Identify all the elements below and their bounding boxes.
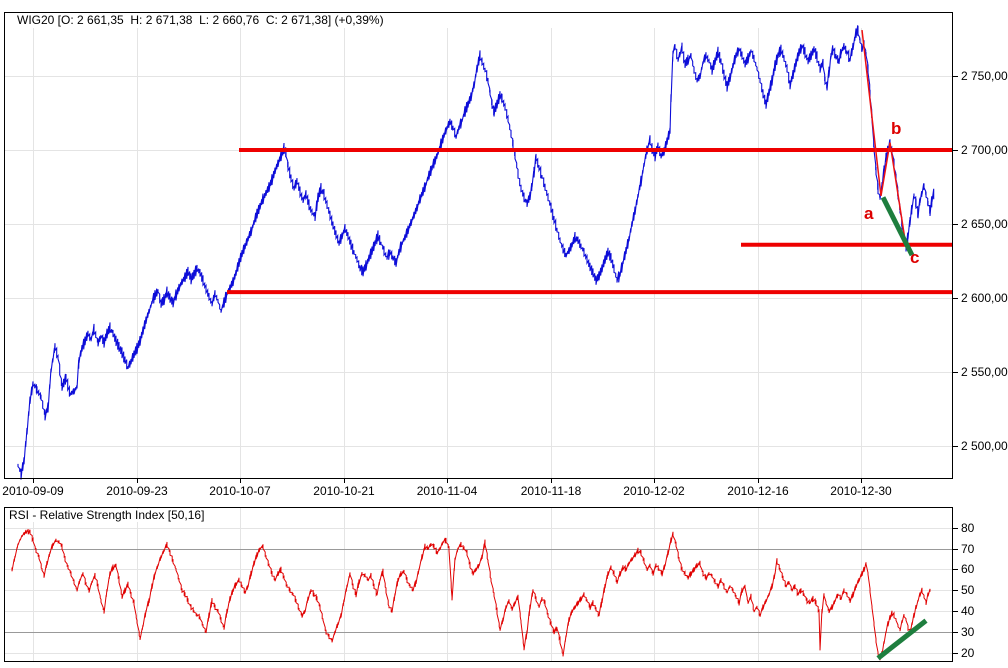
wave-label-c: c	[910, 248, 919, 267]
y-axis-label: 30	[961, 625, 975, 639]
x-axis-label: 2010-12-02	[623, 484, 685, 498]
price-trend-line	[880, 196, 915, 257]
x-axis-label: 2010-09-23	[106, 484, 168, 498]
x-axis-label: 2010-12-30	[830, 484, 892, 498]
y-axis-label: 80	[961, 521, 975, 535]
y-axis-label: 2 500,00	[961, 439, 1008, 453]
y-axis-label: 2 750,00	[961, 69, 1008, 83]
y-axis-label: 50	[961, 583, 975, 597]
rsi-pane-series	[11, 528, 931, 661]
x-axis-label: 2010-11-04	[417, 484, 478, 498]
rsi-trend-line	[876, 618, 928, 661]
abc-correction-zigzag	[861, 30, 907, 247]
rsi-pane-title: RSI - Relative Strength Index [50,16]	[6, 509, 208, 522]
y-axis-label: 60	[961, 562, 975, 576]
y-axis-label: 40	[961, 604, 975, 618]
y-axis-label: 2 550,00	[961, 365, 1008, 379]
x-axis-label: 2010-10-07	[209, 484, 271, 498]
x-axis-label: 2010-11-18	[521, 484, 582, 498]
price-pane-series	[17, 25, 935, 480]
y-axis-label: 2 700,00	[961, 143, 1008, 157]
y-axis-label: 20	[961, 646, 975, 660]
x-axis-label: 2010-12-16	[727, 484, 789, 498]
y-axis-label: 2 650,00	[961, 217, 1008, 231]
wave-label-a: a	[864, 204, 874, 223]
price-pane-frame	[4, 12, 953, 479]
wave-label-b: b	[891, 119, 901, 138]
y-axis-label: 2 600,00	[961, 291, 1008, 305]
x-axis-label: 2010-09-09	[2, 484, 64, 498]
y-axis-label: 70	[961, 542, 975, 556]
price-pane-title: WIG20 [O: 2 661,35 H: 2 671,38 L: 2 660,…	[14, 14, 387, 27]
x-axis-label: 2010-10-21	[313, 484, 375, 498]
rsi-pane-frame	[4, 507, 953, 662]
